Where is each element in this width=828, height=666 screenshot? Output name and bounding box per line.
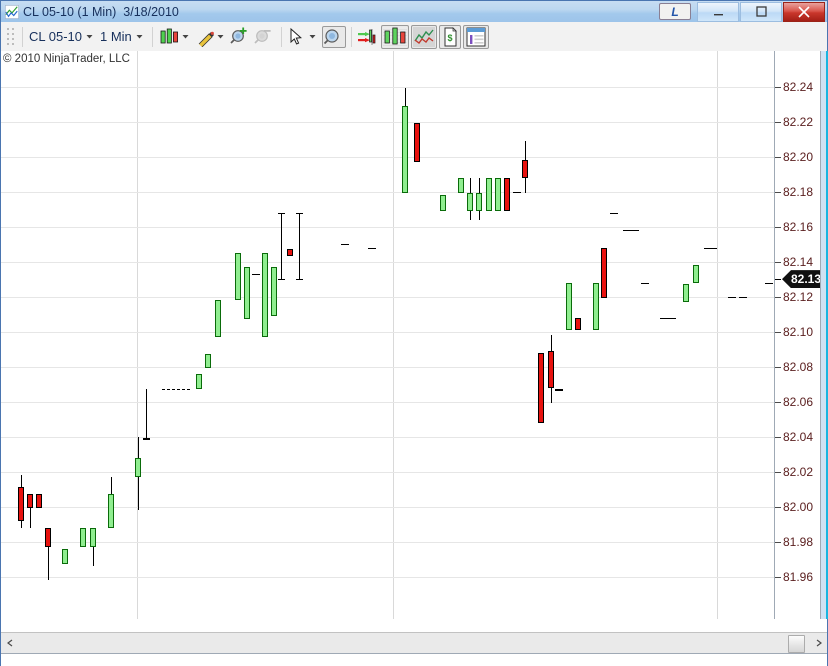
svg-text:$: $ xyxy=(447,33,452,43)
